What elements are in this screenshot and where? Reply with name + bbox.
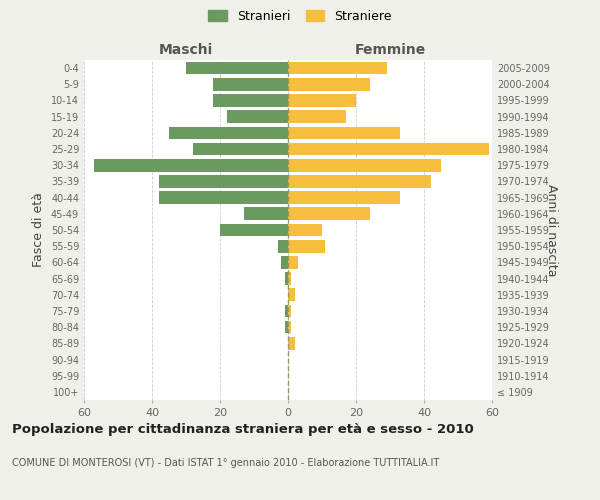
Bar: [288, 208, 370, 220]
Bar: [288, 288, 295, 301]
Bar: [288, 256, 298, 268]
Bar: [159, 175, 288, 188]
Text: COMUNE DI MONTEROSI (VT) - Dati ISTAT 1° gennaio 2010 - Elaborazione TUTTITALIA.: COMUNE DI MONTEROSI (VT) - Dati ISTAT 1°…: [12, 458, 439, 468]
Bar: [281, 256, 288, 268]
Bar: [288, 78, 370, 90]
Bar: [288, 224, 322, 236]
Bar: [288, 110, 346, 123]
Bar: [288, 337, 295, 349]
Bar: [284, 272, 288, 285]
Bar: [220, 224, 288, 236]
Bar: [186, 62, 288, 74]
Bar: [288, 142, 488, 156]
Bar: [159, 192, 288, 204]
Bar: [288, 126, 400, 139]
Bar: [278, 240, 288, 252]
Bar: [288, 304, 292, 318]
Bar: [169, 126, 288, 139]
Text: Maschi: Maschi: [159, 42, 213, 56]
Text: Popolazione per cittadinanza straniera per età e sesso - 2010: Popolazione per cittadinanza straniera p…: [12, 422, 474, 436]
Bar: [213, 94, 288, 107]
Bar: [288, 175, 431, 188]
Y-axis label: Fasce di età: Fasce di età: [32, 192, 45, 268]
Bar: [94, 159, 288, 172]
Bar: [288, 94, 356, 107]
Bar: [244, 208, 288, 220]
Bar: [288, 192, 400, 204]
Bar: [288, 240, 325, 252]
Bar: [193, 142, 288, 156]
Bar: [288, 272, 292, 285]
Bar: [284, 321, 288, 334]
Bar: [288, 321, 292, 334]
Bar: [284, 304, 288, 318]
Text: Femmine: Femmine: [355, 42, 425, 56]
Legend: Stranieri, Straniere: Stranieri, Straniere: [205, 6, 395, 26]
Bar: [227, 110, 288, 123]
Y-axis label: Anni di nascita: Anni di nascita: [545, 184, 558, 276]
Bar: [288, 62, 386, 74]
Bar: [288, 159, 441, 172]
Bar: [213, 78, 288, 90]
